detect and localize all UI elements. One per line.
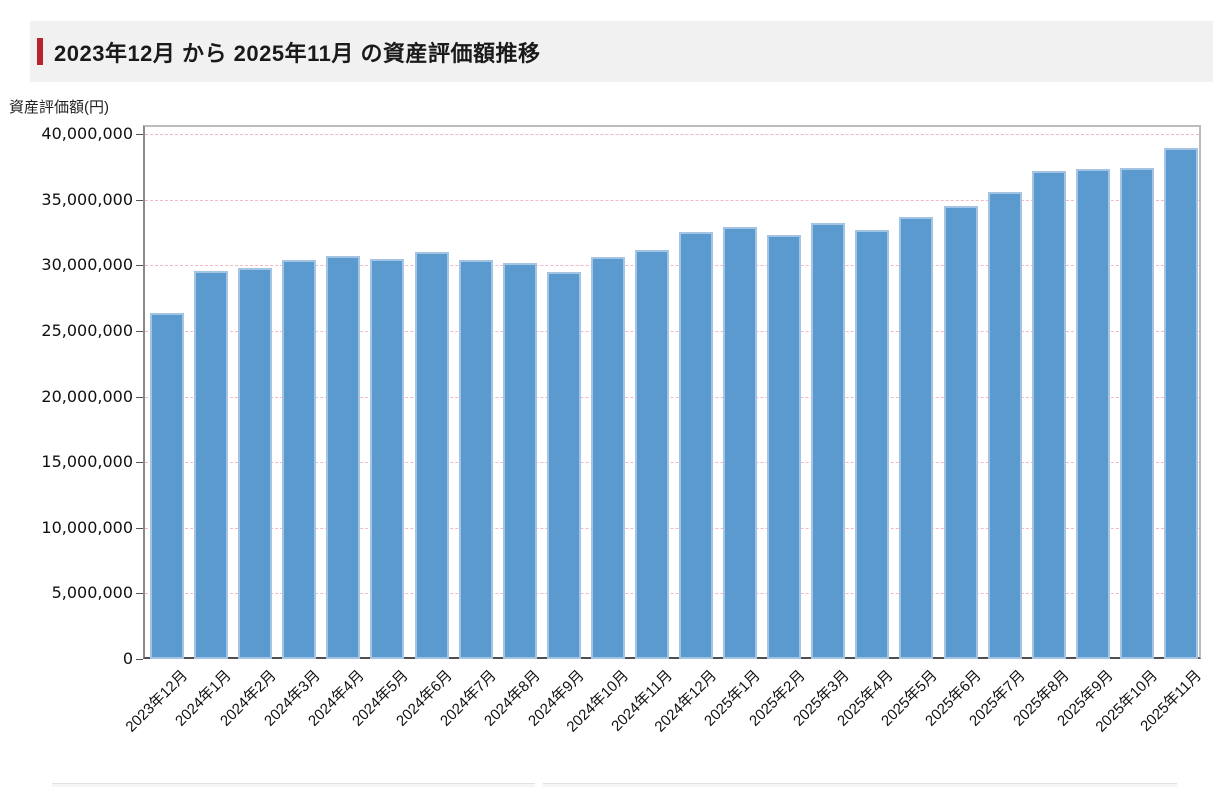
y-tick-label: 30,000,000 bbox=[41, 255, 133, 275]
bar-2024年9月[interactable] bbox=[546, 271, 581, 659]
bar-2025年8月[interactable] bbox=[1031, 170, 1066, 659]
bottom-button-strip-right[interactable] bbox=[543, 783, 1177, 787]
bar-2024年12月[interactable] bbox=[679, 232, 714, 659]
bar-2024年11月[interactable] bbox=[634, 249, 669, 659]
y-axis-tick bbox=[136, 593, 143, 595]
title-accent-bar bbox=[37, 38, 43, 65]
y-tick-label: 5,000,000 bbox=[51, 583, 133, 603]
bar-2024年7月[interactable] bbox=[458, 260, 493, 659]
gridline bbox=[145, 527, 1199, 529]
y-tick-label: 10,000,000 bbox=[41, 517, 133, 537]
bar-2024年1月[interactable] bbox=[194, 270, 229, 659]
y-axis-tick bbox=[136, 462, 143, 464]
y-axis-tick bbox=[136, 330, 143, 332]
bar-2025年3月[interactable] bbox=[811, 223, 846, 659]
bar-2025年7月[interactable] bbox=[987, 191, 1022, 659]
y-tick-label: 20,000,000 bbox=[41, 386, 133, 406]
bar-2024年5月[interactable] bbox=[370, 258, 405, 659]
bar-chart-plot-area bbox=[143, 125, 1201, 659]
page-title: 2023年12月 から 2025年11月 の資産評価額推移 bbox=[54, 40, 541, 66]
gridline bbox=[145, 396, 1199, 398]
y-tick-label: 25,000,000 bbox=[41, 320, 133, 340]
bar-2025年2月[interactable] bbox=[767, 235, 802, 659]
bottom-button-strip-left[interactable] bbox=[52, 783, 535, 787]
y-axis-tick bbox=[136, 134, 143, 135]
bar-2025年5月[interactable] bbox=[899, 216, 934, 659]
bar-2024年8月[interactable] bbox=[502, 262, 537, 659]
bar-2025年11月[interactable] bbox=[1163, 148, 1198, 659]
bar-2025年10月[interactable] bbox=[1119, 168, 1154, 659]
y-axis-tick bbox=[136, 199, 143, 201]
bar-2024年3月[interactable] bbox=[282, 260, 317, 659]
y-axis-tick bbox=[136, 527, 143, 529]
y-tick-label: 15,000,000 bbox=[41, 452, 133, 472]
y-tick-label: 40,000,000 bbox=[41, 124, 133, 143]
y-axis-tick bbox=[136, 265, 143, 267]
y-tick-label: 35,000,000 bbox=[41, 189, 133, 209]
bar-2024年4月[interactable] bbox=[326, 256, 361, 659]
y-axis-tick bbox=[136, 396, 143, 398]
y-tick-label: 0 bbox=[122, 649, 133, 668]
y-axis-tick bbox=[136, 659, 143, 660]
gridline bbox=[145, 593, 1199, 595]
bar-2025年9月[interactable] bbox=[1075, 169, 1110, 659]
bar-2025年4月[interactable] bbox=[855, 229, 890, 659]
gridline bbox=[145, 265, 1199, 267]
gridline bbox=[145, 134, 1199, 135]
chart-title-band: 2023年12月 から 2025年11月 の資産評価額推移 bbox=[30, 21, 1213, 82]
gridline bbox=[145, 199, 1199, 201]
gridline bbox=[145, 462, 1199, 464]
bar-2023年12月[interactable] bbox=[150, 312, 185, 659]
bar-2025年6月[interactable] bbox=[943, 206, 978, 659]
y-axis-unit-label: 資産評価額(円) bbox=[9, 99, 109, 116]
bar-2024年2月[interactable] bbox=[238, 267, 273, 659]
gridline bbox=[145, 330, 1199, 332]
bar-2024年10月[interactable] bbox=[590, 257, 625, 659]
bar-2024年6月[interactable] bbox=[414, 252, 449, 659]
bar-2025年1月[interactable] bbox=[723, 227, 758, 659]
